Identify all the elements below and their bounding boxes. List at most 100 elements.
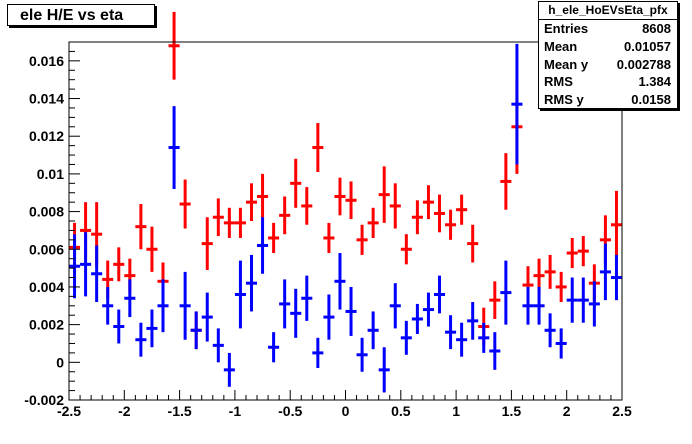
data-point: [356, 224, 368, 255]
data-point: [489, 281, 501, 319]
data-point: [411, 303, 423, 335]
data-point: [411, 200, 423, 235]
x-tick-label: 1: [452, 403, 460, 419]
data-point: [610, 190, 622, 259]
data-point: [157, 279, 169, 333]
data-point: [201, 217, 213, 270]
data-points: [69, 11, 622, 393]
data-point: [223, 207, 235, 238]
data-point: [422, 292, 434, 327]
stats-histogram-name: h_ele_HoEVsEta_pfx: [539, 2, 677, 20]
data-point: [433, 275, 446, 314]
data-point: [389, 183, 401, 229]
stats-row-mean-y: Mean y 0.002788: [539, 56, 677, 74]
data-point: [146, 226, 158, 272]
y-tick-label: 0.008: [29, 204, 64, 220]
data-point: [555, 271, 567, 303]
data-point: [257, 217, 269, 274]
data-point: [389, 283, 401, 329]
y-tick-label: 0.002: [29, 317, 64, 333]
data-point: [378, 166, 390, 223]
data-point: [345, 286, 357, 336]
data-point: [113, 247, 125, 282]
data-point: [290, 158, 302, 208]
data-point: [478, 322, 490, 353]
data-point: [400, 320, 412, 355]
data-point: [268, 332, 280, 363]
x-tick-label: 0.5: [391, 403, 411, 419]
data-point: [456, 322, 468, 357]
x-tick-label: -1.5: [168, 403, 192, 419]
data-point: [245, 254, 258, 312]
data-point: [91, 245, 103, 303]
data-point: [245, 183, 258, 221]
data-point: [334, 253, 346, 310]
data-point: [566, 277, 578, 323]
data-point: [135, 204, 147, 250]
x-tick-label: -0.5: [278, 403, 302, 419]
data-point: [268, 222, 280, 254]
data-point: [577, 277, 589, 323]
data-point: [69, 234, 81, 299]
stats-row-entries: Entries 8608: [539, 20, 677, 38]
data-point: [566, 237, 578, 269]
data-point: [588, 281, 600, 327]
data-point: [223, 352, 235, 387]
data-point: [456, 194, 468, 225]
stats-row-rms-y: RMS y 0.0158: [539, 91, 677, 109]
data-point: [533, 286, 545, 325]
data-point: [179, 271, 191, 340]
data-point: [489, 332, 501, 370]
data-point: [312, 123, 324, 173]
y-tick-label: 0.004: [29, 279, 64, 295]
series-blue: [69, 43, 622, 393]
data-point: [179, 179, 191, 229]
stats-value: 0.002788: [616, 56, 671, 72]
data-point: [599, 243, 611, 301]
data-point: [422, 185, 434, 220]
stats-value: 0.01057: [624, 38, 671, 54]
y-tick-label: 0.012: [29, 128, 64, 144]
data-point: [356, 337, 368, 372]
data-point: [257, 173, 269, 220]
data-point: [544, 313, 556, 348]
axes: -2.5 -2 -1.5 -1 -0.5 0 0.5 1 1.5 2 2.5 -0.002 0 0.002…: [24, 41, 632, 419]
data-point: [301, 275, 313, 321]
data-point: [467, 224, 479, 263]
data-point: [367, 311, 379, 350]
data-point: [400, 234, 412, 265]
data-point: [500, 260, 512, 325]
y-tick-label: -0.002: [24, 392, 64, 408]
data-point: [577, 236, 589, 267]
data-point: [522, 286, 534, 325]
data-point: [445, 209, 457, 240]
data-point: [345, 181, 357, 220]
data-point: [234, 260, 246, 329]
stats-label: Mean: [544, 38, 578, 54]
data-point: [135, 322, 147, 357]
y-tick-label: 0.006: [29, 241, 64, 257]
stats-value: 8608: [642, 21, 671, 36]
data-point: [201, 292, 213, 342]
x-tick-label: 1.5: [502, 403, 522, 419]
data-point: [279, 279, 291, 329]
y-tick-label: 0.014: [29, 91, 64, 107]
x-tick-label: 2.5: [612, 403, 632, 419]
stats-label: RMS: [544, 74, 573, 90]
data-point: [323, 294, 335, 340]
y-tick-label: 0.016: [29, 53, 64, 69]
data-point: [301, 187, 313, 225]
x-tick-label: -2.5: [57, 403, 81, 419]
data-point: [367, 207, 379, 238]
data-point: [511, 43, 523, 165]
data-point: [290, 288, 302, 338]
data-point: [102, 286, 114, 325]
x-tick-label: 0: [342, 403, 350, 419]
data-point: [146, 309, 158, 348]
x-tick-label: 2: [563, 403, 571, 419]
y-tick-label: 0.01: [37, 166, 64, 182]
data-point: [610, 254, 622, 301]
x-tick-label: -1: [229, 403, 242, 419]
chart-title: ele H/E vs eta: [7, 4, 155, 26]
